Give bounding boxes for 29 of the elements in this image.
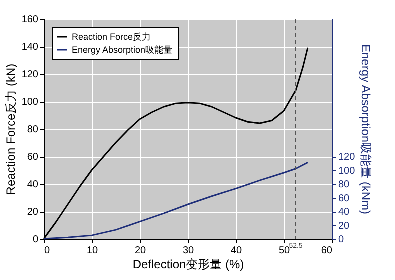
- y-tick-label: 80: [27, 124, 39, 136]
- x-tick-label: 30: [182, 246, 194, 256]
- x-tick-label: 50: [278, 246, 290, 256]
- y2-tick-label: 80: [338, 180, 350, 190]
- y2-axis-title: Energy Absorption吸能量 (kNm): [359, 44, 374, 215]
- x-tick-label: 10: [86, 246, 98, 256]
- y-tick-label: 100: [22, 97, 39, 108]
- legend-label: Energy Absorption吸能量: [72, 45, 173, 55]
- y2-tick-label: 20: [338, 220, 350, 232]
- x-tick-label: 40: [230, 246, 242, 256]
- y-axis-title: Reaction Force反力 (kN): [4, 64, 18, 196]
- y2-tick-label: 0: [338, 234, 344, 246]
- y-tick-label: 160: [22, 14, 39, 26]
- x-tick-label: 60: [321, 246, 333, 256]
- x-axis-title: Deflection变形量 (%): [132, 258, 244, 272]
- y-tick-label: 60: [27, 152, 39, 163]
- y-tick-label: 40: [27, 180, 39, 190]
- y2-tick-label: 100: [338, 166, 356, 177]
- x-tick-label: 0: [44, 246, 50, 256]
- y-tick-label: 120: [22, 70, 39, 80]
- y2-tick-label: 60: [338, 193, 350, 204]
- y2-tick-label: 120: [338, 152, 356, 163]
- line-series: [43, 162, 309, 240]
- y-tick-label: 0: [32, 234, 39, 246]
- legend-label: Reaction Force反力: [72, 32, 152, 42]
- y-tick-label: 140: [22, 42, 39, 53]
- y2-tick-label: 40: [338, 207, 350, 218]
- y-tick-label: 20: [27, 207, 39, 218]
- x-tick-label: 20: [134, 246, 146, 256]
